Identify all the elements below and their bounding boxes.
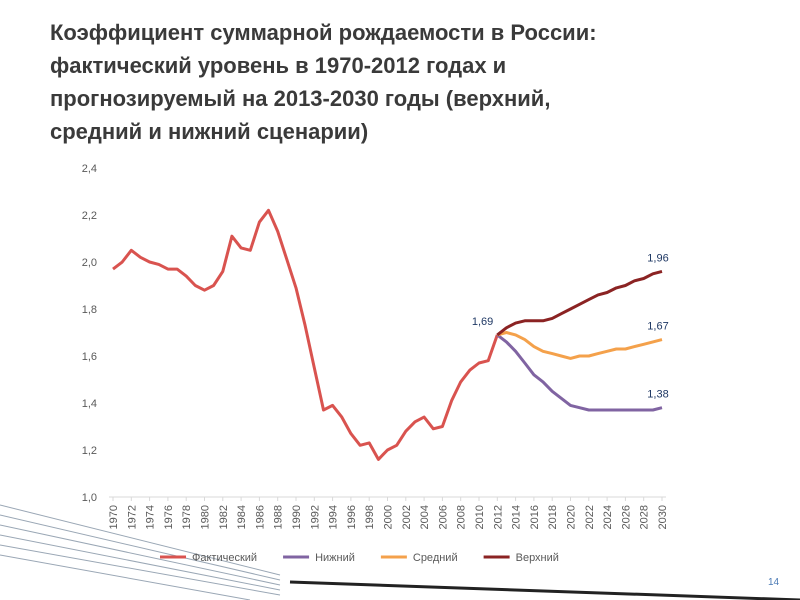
x-tick-label: 2016 xyxy=(529,505,541,529)
y-tick-label: 1,8 xyxy=(82,304,97,316)
decoration xyxy=(0,504,800,600)
x-tick-label: 2024 xyxy=(602,505,614,529)
title-line: прогнозируемый на 2013-2030 годы (верхни… xyxy=(50,86,550,111)
x-tick-label: 1976 xyxy=(163,505,175,529)
x-tick-label: 1974 xyxy=(145,505,157,529)
series-line xyxy=(496,269,663,337)
y-tick-label: 1,4 xyxy=(82,398,97,410)
x-tick-label: 1990 xyxy=(291,505,303,529)
x-tick-label: 2028 xyxy=(639,505,651,529)
annotation: 1,38 xyxy=(647,389,668,401)
x-tick-label: 2026 xyxy=(620,505,632,529)
x-tick-label: 1980 xyxy=(200,505,212,529)
x-tick-label: 2014 xyxy=(511,505,523,529)
x-tick-label: 1994 xyxy=(328,505,340,529)
x-tick-label: 1992 xyxy=(309,505,321,529)
x-tick-label: 2012 xyxy=(492,505,504,529)
legend-label: Верхний xyxy=(516,552,559,564)
x-tick-label: 2020 xyxy=(566,505,578,529)
x-tick-label: 1984 xyxy=(236,505,248,529)
x-tick-label: 1988 xyxy=(273,505,285,529)
y-tick-label: 1,2 xyxy=(82,445,97,457)
x-tick-label: 2022 xyxy=(584,505,596,529)
page-number: 14 xyxy=(768,577,780,588)
y-tick-label: 2,4 xyxy=(82,163,97,175)
x-tick-label: 1982 xyxy=(218,505,230,529)
y-tick-label: 2,0 xyxy=(82,257,97,269)
y-tick-label: 2,2 xyxy=(82,210,97,222)
legend-label: Фактический xyxy=(192,552,257,564)
x-tick-label: 1972 xyxy=(126,505,138,529)
x-tick-label: 2010 xyxy=(474,505,486,529)
x-tick-label: 1978 xyxy=(181,505,193,529)
title-line: средний и нижний сценарии) xyxy=(50,119,368,144)
title-line: Коэффициент суммарной рождаемости в Росс… xyxy=(50,20,597,45)
x-tick-label: 1998 xyxy=(364,505,376,529)
legend-label: Нижний xyxy=(315,552,355,564)
x-tick-label: 1996 xyxy=(346,505,358,529)
series-line xyxy=(496,333,663,412)
x-tick-label: 2006 xyxy=(437,505,449,529)
x-tick-label: 2008 xyxy=(456,505,468,529)
annotation: 1,69 xyxy=(472,316,493,328)
y-tick-label: 1,0 xyxy=(82,492,97,504)
title-line: фактический уровень в 1970-2012 годах и xyxy=(50,53,506,78)
x-tick-label: 2004 xyxy=(419,505,431,529)
series-line xyxy=(496,331,663,360)
x-tick-label: 2000 xyxy=(383,505,395,529)
series-line xyxy=(112,208,499,461)
x-tick-label: 2002 xyxy=(401,505,413,529)
x-tick-label: 2030 xyxy=(657,505,669,529)
legend-label: Средний xyxy=(413,552,458,564)
annotation: 1,96 xyxy=(647,252,668,264)
annotation: 1,67 xyxy=(647,321,668,333)
x-tick-label: 1970 xyxy=(108,505,120,529)
x-tick-label: 1986 xyxy=(254,505,266,529)
x-tick-label: 2018 xyxy=(547,505,559,529)
y-tick-label: 1,6 xyxy=(82,351,97,363)
